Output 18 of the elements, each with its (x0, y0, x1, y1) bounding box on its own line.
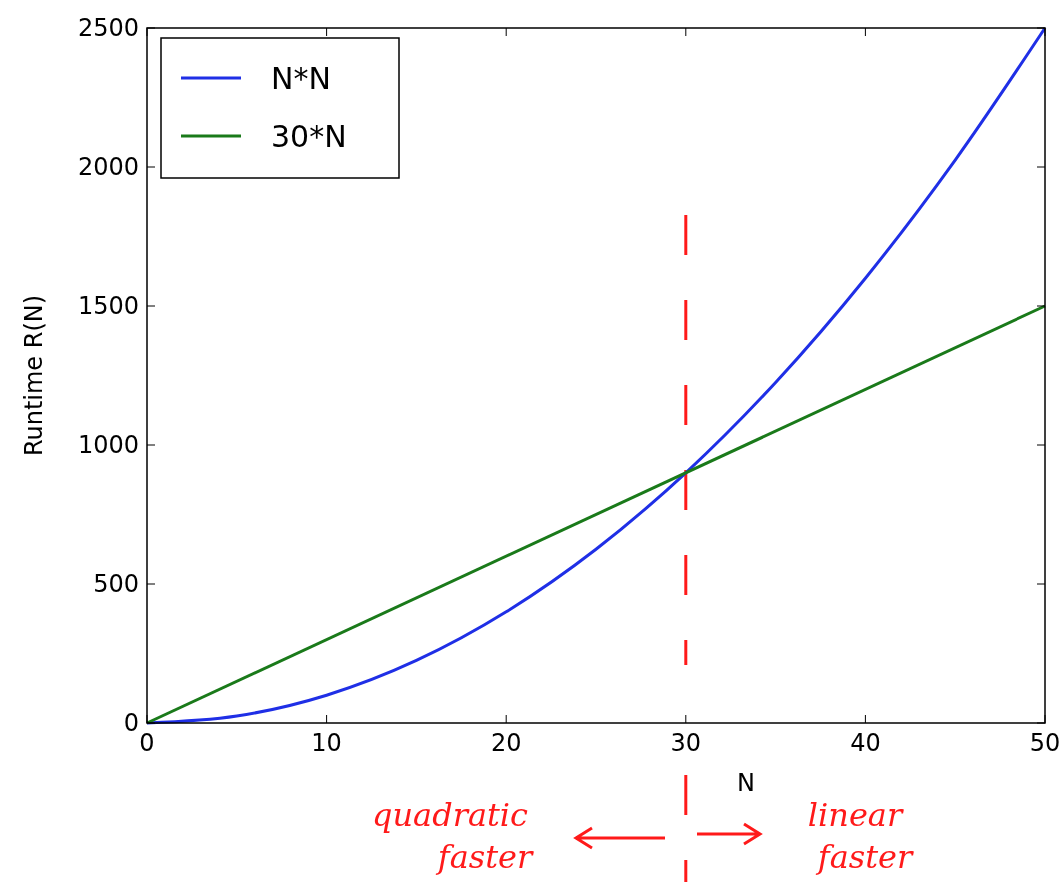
x-axis-title: N (737, 769, 755, 797)
line-series (145, 26, 1047, 725)
x-tick-label: 20 (490, 729, 522, 757)
y-tick-label: 0 (123, 709, 139, 738)
x-tick-label: 40 (850, 729, 881, 757)
x-tick-label: 30 (670, 729, 702, 757)
y-tick-label: 1500 (77, 292, 139, 321)
y-tick-label: 2500 (77, 14, 139, 43)
text: quadratic faster (371, 796, 534, 876)
legend-label: N*N (271, 60, 331, 96)
y-axis-title: Runtime R(N) (20, 294, 48, 457)
y-tick-label: 500 (93, 570, 139, 599)
legend-label: 30*N (271, 118, 347, 154)
x-tick-label: 50 (1029, 729, 1061, 757)
x-tick-label: 10 (311, 729, 342, 757)
y-tick-label: 2000 (77, 153, 139, 182)
y-tick-label: 1000 (77, 431, 139, 460)
text: linear faster (807, 796, 914, 876)
